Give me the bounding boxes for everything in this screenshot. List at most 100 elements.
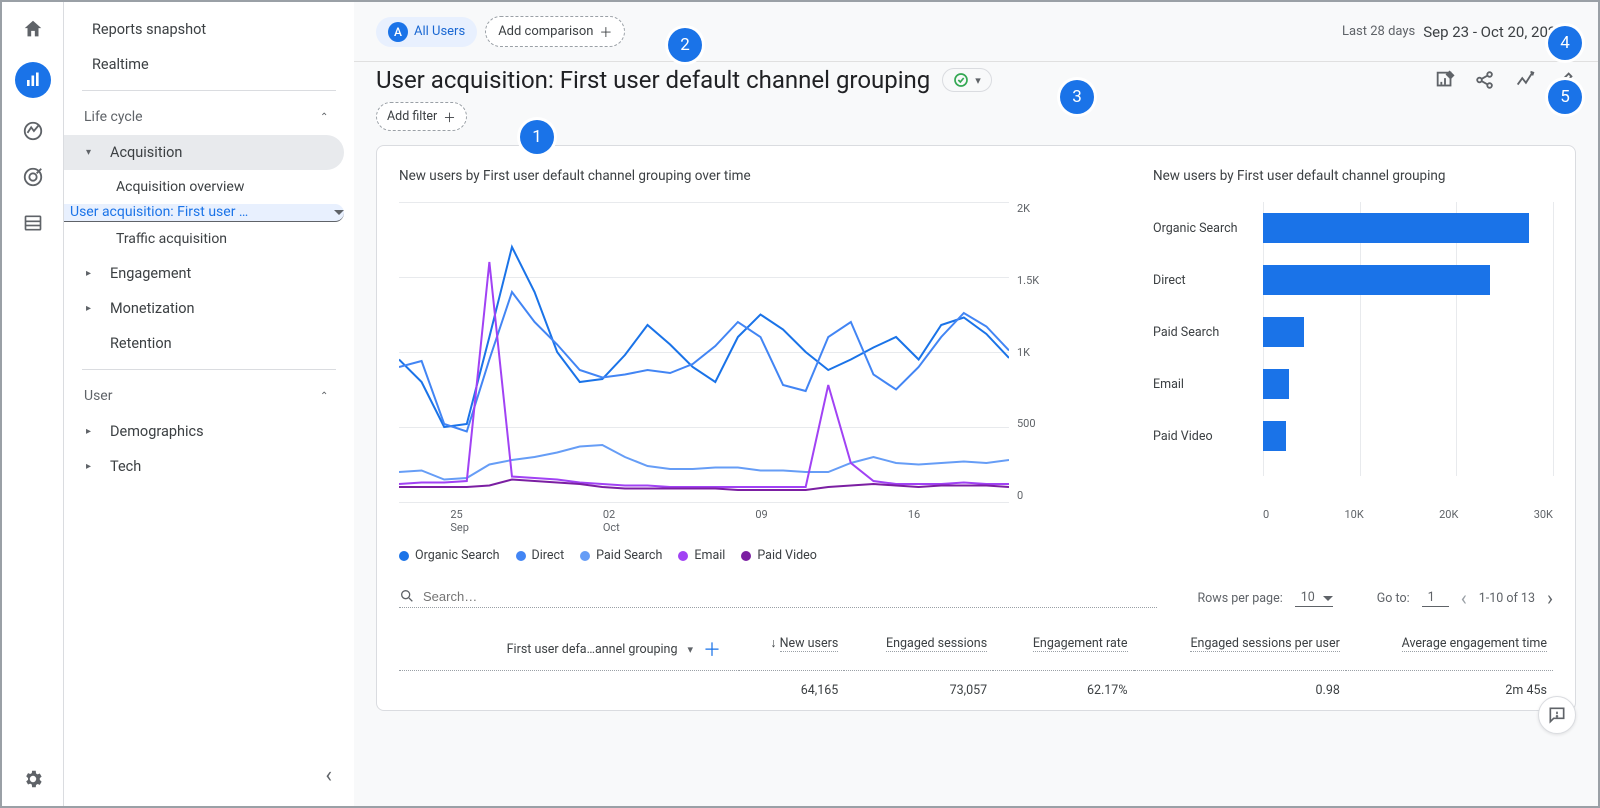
topbar: A All Users Add comparison ＋ Last 28 day… [354, 2, 1598, 57]
legend-item[interactable]: Paid Video [741, 548, 817, 563]
legend-item[interactable]: Organic Search [399, 548, 500, 563]
bar-label: Paid Search [1153, 325, 1263, 340]
divider [82, 369, 336, 370]
bar-chart-canvas: Organic SearchDirectPaid SearchEmailPaid… [1153, 202, 1553, 502]
col-engagement-rate[interactable]: Engagement rate [993, 628, 1133, 671]
sidebar-item-realtime[interactable]: Realtime [64, 47, 354, 82]
divider [82, 90, 336, 91]
table-search[interactable] [399, 588, 1157, 608]
sidebar-item-monetization[interactable]: ▸ Monetization [64, 291, 354, 326]
legend-item[interactable]: Paid Search [580, 548, 662, 563]
caret-right-icon: ▸ [86, 426, 100, 437]
item-label: Demographics [110, 423, 204, 440]
chevron-down-icon: ▾ [687, 643, 693, 656]
check-circle-icon [953, 72, 969, 88]
legend-label: Email [694, 548, 725, 563]
explore-icon[interactable] [20, 118, 46, 144]
bar-label: Email [1153, 377, 1263, 392]
caret-right-icon: ▸ [86, 303, 100, 314]
bar [1263, 213, 1529, 243]
sidebar-item-retention[interactable]: Retention [64, 326, 354, 361]
legend-swatch [399, 551, 409, 561]
legend-label: Paid Search [596, 548, 662, 563]
add-comparison-button[interactable]: Add comparison ＋ [485, 16, 625, 47]
segment-badge: A [388, 22, 408, 42]
goto-input[interactable]: 1 [1422, 590, 1449, 607]
item-label: Acquisition [110, 144, 182, 161]
add-dimension-icon[interactable]: ＋ [703, 636, 721, 662]
item-label: Engagement [110, 265, 191, 282]
col-new-users[interactable]: ↓ New users [739, 628, 844, 671]
cell: 64,165 [739, 671, 844, 699]
legend-item[interactable]: Direct [516, 548, 565, 563]
prev-page-icon[interactable]: ‹ [1461, 586, 1467, 610]
bar [1263, 369, 1289, 399]
col-avg-engagement-time[interactable]: Average engagement time [1346, 628, 1553, 671]
legend-swatch [516, 551, 526, 561]
titlebar: User acquisition: First user default cha… [354, 61, 1598, 94]
bar [1263, 421, 1286, 451]
insights-icon[interactable] [1514, 69, 1536, 91]
sidebar-section-lifecycle[interactable]: Life cycle ⌃ [64, 99, 354, 135]
rows-per-page-select[interactable]: 10 [1295, 590, 1333, 607]
bar [1263, 265, 1490, 295]
legend-item[interactable]: Email [678, 548, 725, 563]
item-label: Monetization [110, 300, 195, 317]
goto-label: Go to: [1377, 591, 1410, 606]
next-page-icon[interactable]: › [1547, 586, 1553, 610]
sidebar-item-acq-overview[interactable]: Acquisition overview [64, 170, 354, 204]
chevron-up-icon: ⌃ [320, 112, 334, 123]
dimension-header[interactable]: First user defa…annel grouping ▾ ＋ [405, 636, 733, 662]
caret-right-icon: ▸ [86, 461, 100, 472]
col-engaged-sessions[interactable]: Engaged sessions [844, 628, 993, 671]
cell: 2m 45s [1346, 671, 1553, 699]
feedback-button[interactable] [1538, 696, 1576, 734]
legend-swatch [678, 551, 688, 561]
legend-label: Organic Search [415, 548, 500, 563]
search-input[interactable] [423, 589, 1157, 604]
page-title: User acquisition: First user default cha… [376, 66, 930, 94]
table-controls: Rows per page: 10 Go to: 1 ‹ 1-10 of 13 … [399, 563, 1553, 620]
sidebar-item-engagement[interactable]: ▸ Engagement [64, 256, 354, 291]
sidebar-item-demographics[interactable]: ▸ Demographics [64, 414, 354, 449]
advertising-icon[interactable] [20, 164, 46, 190]
share-icon[interactable] [1474, 69, 1496, 91]
cell: 62.17% [993, 671, 1133, 699]
sidebar-item-user-acquisition[interactable]: User acquisition: First user … [64, 204, 344, 222]
x-axis: 25Sep02Oct0916 [399, 502, 1009, 530]
segment-chip-all-users[interactable]: A All Users [376, 17, 477, 47]
add-filter-button[interactable]: Add filter ＋ [376, 102, 467, 131]
sidebar-item-tech[interactable]: ▸ Tech [64, 449, 354, 484]
line-chart: New users by First user default channel … [399, 168, 1129, 563]
reports-icon[interactable] [15, 62, 51, 98]
feedback-icon [1547, 705, 1567, 725]
customize-icon[interactable] [1434, 69, 1456, 91]
gear-icon[interactable] [20, 766, 46, 792]
rows-per-page-label: Rows per page: [1197, 591, 1282, 606]
caret-down-icon: ▾ [86, 147, 100, 158]
bar-label: Organic Search [1153, 221, 1263, 236]
sidebar-item-snapshot[interactable]: Reports snapshot [64, 12, 354, 47]
main: 12345 A All Users Add comparison ＋ Last … [354, 2, 1598, 806]
annotation-bubble-4: 4 [1548, 26, 1582, 60]
library-icon[interactable] [20, 210, 46, 236]
home-icon[interactable] [20, 16, 46, 42]
collapse-sidebar-icon[interactable]: ‹ [325, 763, 332, 788]
chart-title: New users by First user default channel … [399, 168, 1129, 184]
plus-icon: ＋ [443, 107, 456, 126]
status-chip[interactable]: ▾ [942, 68, 992, 92]
sidebar-item-traffic-acq[interactable]: Traffic acquisition [64, 222, 354, 256]
section-label: Life cycle [84, 109, 143, 125]
date-range-label: Last 28 days [1342, 24, 1415, 39]
legend-label: Paid Video [757, 548, 817, 563]
item-label: Tech [110, 458, 141, 475]
annotation-bubble-1: 1 [520, 120, 554, 154]
sidebar-item-acquisition[interactable]: ▾ Acquisition [64, 135, 344, 170]
section-label: User [84, 388, 112, 404]
sidebar-section-user[interactable]: User ⌃ [64, 378, 354, 414]
legend-swatch [741, 551, 751, 561]
button-label: Add filter [387, 109, 437, 124]
dimension-label: First user defa…annel grouping [507, 642, 678, 657]
col-engaged-per-user[interactable]: Engaged sessions per user [1134, 628, 1346, 671]
pager: ‹ 1-10 of 13 › [1461, 586, 1553, 610]
